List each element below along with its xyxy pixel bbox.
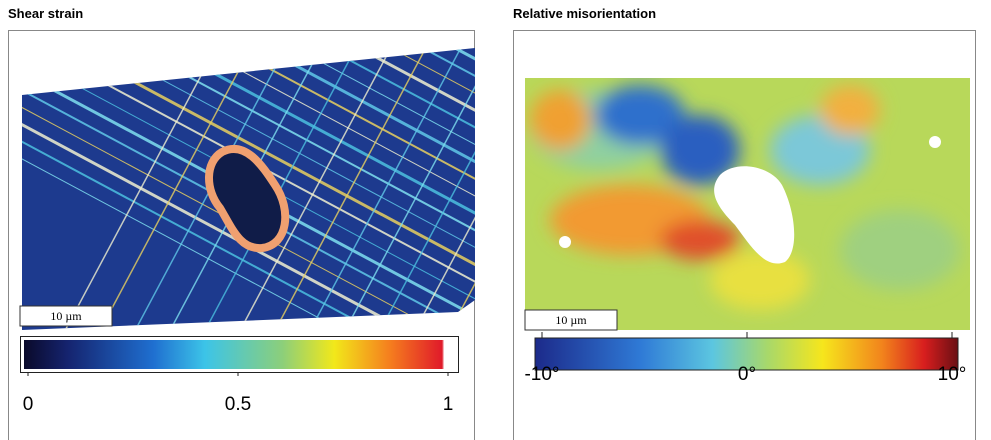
figure: Shear strain 10 µm Relative misorientati… [0, 0, 991, 440]
panel-title: Relative misorientation [513, 6, 656, 21]
colorbar-tick-label: -10° [524, 364, 559, 385]
colorbar [24, 340, 455, 369]
panel-title: Shear strain [8, 6, 83, 21]
colorbar-tick-label: 0° [738, 364, 756, 385]
scale-bar-label: 10 µm [50, 309, 82, 323]
scale-bar-label: 10 µm [555, 313, 587, 327]
colorbar-tick-label: 1 [443, 394, 454, 415]
colorbar-tick-label: 0.5 [225, 394, 251, 415]
colorbar-tick-label: 10° [938, 364, 967, 385]
misorientation-map [525, 78, 970, 330]
colorbar-tick-label: 0 [23, 394, 34, 415]
